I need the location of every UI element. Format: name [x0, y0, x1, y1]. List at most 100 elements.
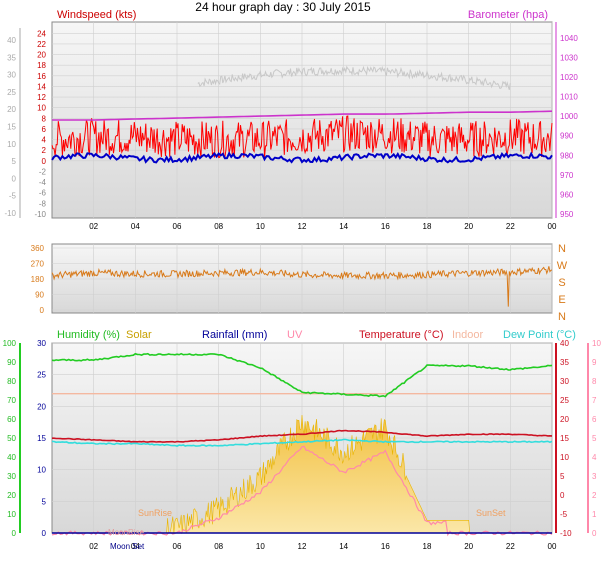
temp-tick-label: 20	[560, 415, 569, 424]
uv-tick-label: 2	[592, 491, 597, 500]
humidity-tick-label: 100	[3, 339, 17, 348]
rain-tick-label: 0	[42, 529, 47, 538]
uv-tick-label: 6	[592, 415, 597, 424]
outer-tick-label: 0	[12, 174, 17, 183]
axis-ticks: 0202040406060808101012121414161618182020…	[3, 29, 602, 551]
outer-tick-label: 35	[7, 53, 16, 62]
outer-tick-label: -5	[9, 192, 17, 201]
barometer-tick-label: 1010	[560, 93, 578, 102]
rain-tick-label: 15	[37, 434, 46, 443]
windspeed-neg-tick-label: -4	[39, 178, 47, 187]
direction-tick-label: 360	[31, 244, 45, 253]
rainfall-label: Rainfall (mm)	[202, 329, 267, 341]
rain-tick-label: 25	[37, 371, 46, 380]
windspeed-tick-label: 2	[42, 146, 47, 155]
moonset-annotation: Moon Set	[110, 542, 145, 551]
compass-label: W	[557, 260, 568, 272]
temp-tick-label: 30	[560, 377, 569, 386]
windspeed-tick-label: 12	[37, 93, 46, 102]
direction-tick-label: 180	[31, 275, 45, 284]
uv-tick-label: 9	[592, 358, 597, 367]
barometer-tick-label: 990	[560, 132, 574, 141]
indoor-label: Indoor	[452, 329, 484, 341]
humidity-tick-label: 70	[7, 396, 16, 405]
moonrise-annotation: MoonRise	[108, 528, 145, 537]
solar-label: Solar	[126, 329, 152, 341]
windspeed-tick-label: 24	[37, 29, 46, 38]
uv-tick-label: 7	[592, 396, 597, 405]
temp-x-tick-label: 22	[506, 542, 515, 551]
temp-x-tick-label: 18	[423, 542, 432, 551]
barometer-tick-label: 980	[560, 151, 574, 160]
temp-tick-label: -5	[560, 510, 568, 519]
temp-x-tick-label: 04	[131, 542, 140, 551]
wind-x-tick-label: 06	[173, 222, 182, 231]
temp-tick-label: 0	[560, 491, 565, 500]
windspeed-neg-tick-label: -8	[39, 199, 47, 208]
humidity-tick-label: 50	[7, 434, 16, 443]
humidity-tick-label: 0	[12, 529, 17, 538]
temp-tick-label: -10	[560, 529, 572, 538]
barometer-tick-label: 950	[560, 210, 574, 219]
wind-x-tick-label: 20	[464, 222, 473, 231]
temp-x-tick-label: 08	[214, 542, 223, 551]
barometer-line	[52, 110, 553, 121]
rain-tick-label: 30	[37, 339, 46, 348]
windspeed-tick-label: 4	[42, 136, 47, 145]
temperature-label: Temperature (°C)	[359, 329, 443, 341]
barometer-tick-label: 1040	[560, 34, 578, 43]
uv-tick-label: 10	[592, 339, 601, 348]
barometer-tick-label: 960	[560, 190, 574, 199]
outer-tick-label: 5	[12, 157, 17, 166]
windspeed-tick-label: 6	[42, 125, 47, 134]
windspeed-neg-tick-label: -2	[39, 167, 47, 176]
barometer-tick-label: 1020	[560, 73, 578, 82]
barometer-tick-label: 1000	[560, 112, 578, 121]
wind-x-tick-label: 18	[423, 222, 432, 231]
wind-x-tick-label: 02	[89, 222, 98, 231]
humidity-tick-label: 90	[7, 358, 16, 367]
avg-wind-line	[51, 151, 553, 164]
windspeed-tick-label: 14	[37, 82, 46, 91]
temp-tick-label: 40	[560, 339, 569, 348]
wind-x-tick-label: 04	[131, 222, 140, 231]
temp-x-tick-label: 06	[173, 542, 182, 551]
windspeed-tick-label: 22	[37, 40, 46, 49]
temperature-line	[52, 429, 553, 443]
temp-x-tick-label: 16	[381, 542, 390, 551]
humidity-tick-label: 20	[7, 491, 16, 500]
uv-tick-label: 5	[592, 434, 597, 443]
graph-title: 24 hour graph day : 30 July 2015	[195, 0, 371, 14]
wind-x-tick-label: 10	[256, 222, 265, 231]
temp-x-tick-label: 12	[298, 542, 307, 551]
outer-tick-label: 15	[7, 123, 16, 132]
wind-x-tick-label: 08	[214, 222, 223, 231]
humidity-label: Humidity (%)	[57, 329, 120, 341]
wind-x-tick-label: 16	[381, 222, 390, 231]
outer-tick-label: -10	[4, 209, 16, 218]
dewpoint-line	[52, 438, 553, 447]
uv-tick-label: 1	[592, 510, 597, 519]
rain-tick-label: 5	[42, 497, 47, 506]
temp-tick-label: 35	[560, 358, 569, 367]
windspeed-tick-label: 0	[42, 157, 47, 166]
uv-tick-label: 3	[592, 472, 597, 481]
humidity-tick-label: 80	[7, 377, 16, 386]
compass-label: S	[558, 277, 565, 289]
humidity-tick-label: 30	[7, 472, 16, 481]
sunset-annotation: SunSet	[476, 508, 506, 518]
windspeed-tick-label: 8	[42, 114, 47, 123]
temp-tick-label: 15	[560, 434, 569, 443]
wind-x-tick-label: 12	[298, 222, 307, 231]
sunrise-annotation: SunRise	[138, 508, 172, 518]
uv-tick-label: 0	[592, 529, 597, 538]
outer-tick-label: 25	[7, 88, 16, 97]
baro-trend-line	[197, 65, 511, 90]
uv-tick-label: 8	[592, 377, 597, 386]
barometer-tick-label: 1030	[560, 53, 578, 62]
uv-label: UV	[287, 329, 303, 341]
windspeed-neg-tick-label: -6	[39, 189, 47, 198]
wind-x-tick-label: 22	[506, 222, 515, 231]
direction-tick-label: 0	[40, 306, 45, 315]
